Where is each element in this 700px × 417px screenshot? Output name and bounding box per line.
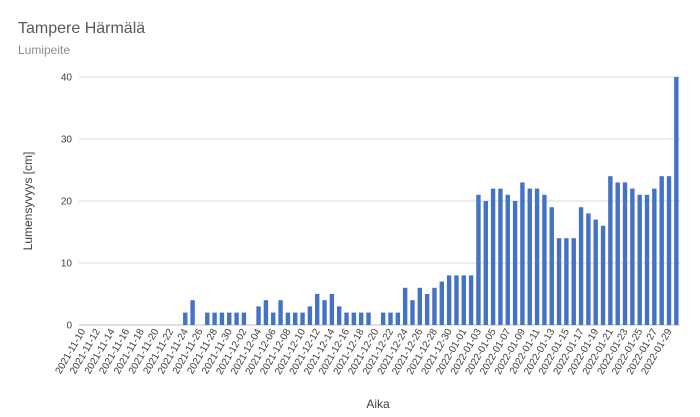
bars xyxy=(183,77,679,325)
bar-2021-12-17 xyxy=(351,312,357,325)
bar-2022-01-26 xyxy=(644,194,650,325)
bar-2022-01-01 xyxy=(461,275,466,325)
bar-2022-01-09 xyxy=(520,182,525,325)
bar-2021-11-24 xyxy=(183,312,188,325)
y-tick-label: 30 xyxy=(61,135,73,146)
bar-2021-11-29 xyxy=(219,312,225,325)
y-axis-label: Lumensyvyys [cm] xyxy=(21,152,35,251)
bar-2022-01-08 xyxy=(512,201,518,325)
bar-2022-01-28 xyxy=(659,176,664,325)
bar-2021-12-23 xyxy=(395,312,401,325)
bar-2022-01-14 xyxy=(556,238,562,325)
bar-2021-11-25 xyxy=(190,300,195,325)
y-tick-label: 40 xyxy=(61,73,73,84)
bar-2022-01-10 xyxy=(527,188,532,325)
bar-2021-12-19 xyxy=(366,312,371,325)
bar-2022-01-22 xyxy=(615,182,620,325)
bar-2022-01-05 xyxy=(490,188,496,325)
bar-2021-12-16 xyxy=(344,312,349,325)
bar-2021-12-01 xyxy=(234,312,239,325)
bar-2022-01-11 xyxy=(534,188,540,325)
bar-2021-12-28 xyxy=(432,287,437,325)
bar-2021-12-10 xyxy=(300,312,305,325)
bar-2022-01-19 xyxy=(593,219,598,325)
bar-2022-01-13 xyxy=(549,207,554,325)
bar-2022-01-21 xyxy=(608,176,613,325)
bar-2021-12-26 xyxy=(417,287,423,325)
bar-2021-12-12 xyxy=(315,294,320,325)
bar-2022-01-06 xyxy=(498,188,503,325)
y-axis-ticks: 0 10 20 30 40 xyxy=(61,73,73,332)
bar-2022-01-25 xyxy=(637,194,642,325)
x-axis-label: Aika xyxy=(366,397,390,411)
y-tick-label: 0 xyxy=(66,321,72,332)
bar-2021-11-28 xyxy=(212,312,217,325)
bar-2021-12-30 xyxy=(446,275,452,325)
bar-2021-12-13 xyxy=(322,300,327,325)
bar-2021-12-25 xyxy=(410,300,415,325)
bar-2021-12-18 xyxy=(358,312,364,325)
bar-2021-12-27 xyxy=(424,294,430,325)
bar-2021-12-22 xyxy=(388,312,393,325)
bar-2021-12-29 xyxy=(439,281,444,325)
bar-2022-01-12 xyxy=(542,194,547,325)
bar-2022-01-24 xyxy=(630,188,635,325)
chart-title: Tampere Härmälä xyxy=(18,20,145,37)
bar-2022-01-04 xyxy=(483,201,488,325)
bar-2021-12-06 xyxy=(271,312,276,325)
bar-2022-01-17 xyxy=(578,207,584,325)
bar-2022-01-18 xyxy=(586,213,591,325)
bar-2021-12-14 xyxy=(329,294,335,325)
y-tick-label: 10 xyxy=(61,259,73,270)
bar-2021-12-09 xyxy=(293,312,298,325)
bar-2022-01-27 xyxy=(652,188,657,325)
bar-2021-11-30 xyxy=(227,312,232,325)
chart-subtitle: Lumipeite xyxy=(18,43,70,57)
bar-2021-12-04 xyxy=(256,306,261,325)
bar-2022-01-16 xyxy=(571,238,576,325)
bar-2021-12-15 xyxy=(336,306,342,325)
bar-2022-01-23 xyxy=(622,182,628,325)
bar-2021-12-21 xyxy=(380,312,386,325)
bar-2021-12-24 xyxy=(402,287,408,325)
bar-2021-12-08 xyxy=(285,312,291,325)
y-tick-label: 20 xyxy=(61,197,73,208)
bar-2022-01-29 xyxy=(666,176,672,325)
bar-2022-01-02 xyxy=(468,275,474,325)
bar-2021-12-02 xyxy=(241,312,247,325)
bar-2021-11-27 xyxy=(205,312,210,325)
x-axis-ticks: 2021-11-102021-11-122021-11-142021-11-16… xyxy=(54,327,675,377)
bar-2022-01-30 xyxy=(674,77,679,325)
bar-2021-12-11 xyxy=(307,306,313,325)
bar-2022-01-15 xyxy=(564,238,569,325)
bar-2021-12-07 xyxy=(278,300,283,325)
bar-2022-01-07 xyxy=(505,194,510,325)
bar-2021-12-05 xyxy=(263,300,269,325)
bar-2022-01-20 xyxy=(600,225,606,325)
bar-2022-01-03 xyxy=(476,194,481,325)
bar-2021-12-31 xyxy=(454,275,459,325)
